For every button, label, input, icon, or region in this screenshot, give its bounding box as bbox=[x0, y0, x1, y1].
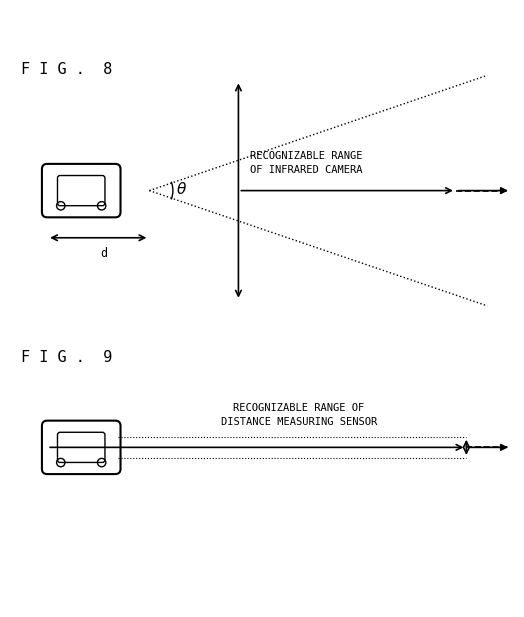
FancyBboxPatch shape bbox=[42, 164, 121, 217]
Text: RECOGNIZABLE RANGE OF
DISTANCE MEASURING SENSOR: RECOGNIZABLE RANGE OF DISTANCE MEASURING… bbox=[221, 403, 377, 427]
FancyBboxPatch shape bbox=[58, 433, 105, 462]
FancyBboxPatch shape bbox=[42, 421, 121, 474]
Text: d: d bbox=[100, 247, 107, 260]
FancyBboxPatch shape bbox=[58, 175, 105, 205]
Text: F I G .  9: F I G . 9 bbox=[21, 350, 112, 365]
Text: θ: θ bbox=[177, 182, 186, 197]
Text: F I G .  8: F I G . 8 bbox=[21, 62, 112, 77]
Text: RECOGNIZABLE RANGE
OF INFRARED CAMERA: RECOGNIZABLE RANGE OF INFRARED CAMERA bbox=[250, 151, 363, 175]
